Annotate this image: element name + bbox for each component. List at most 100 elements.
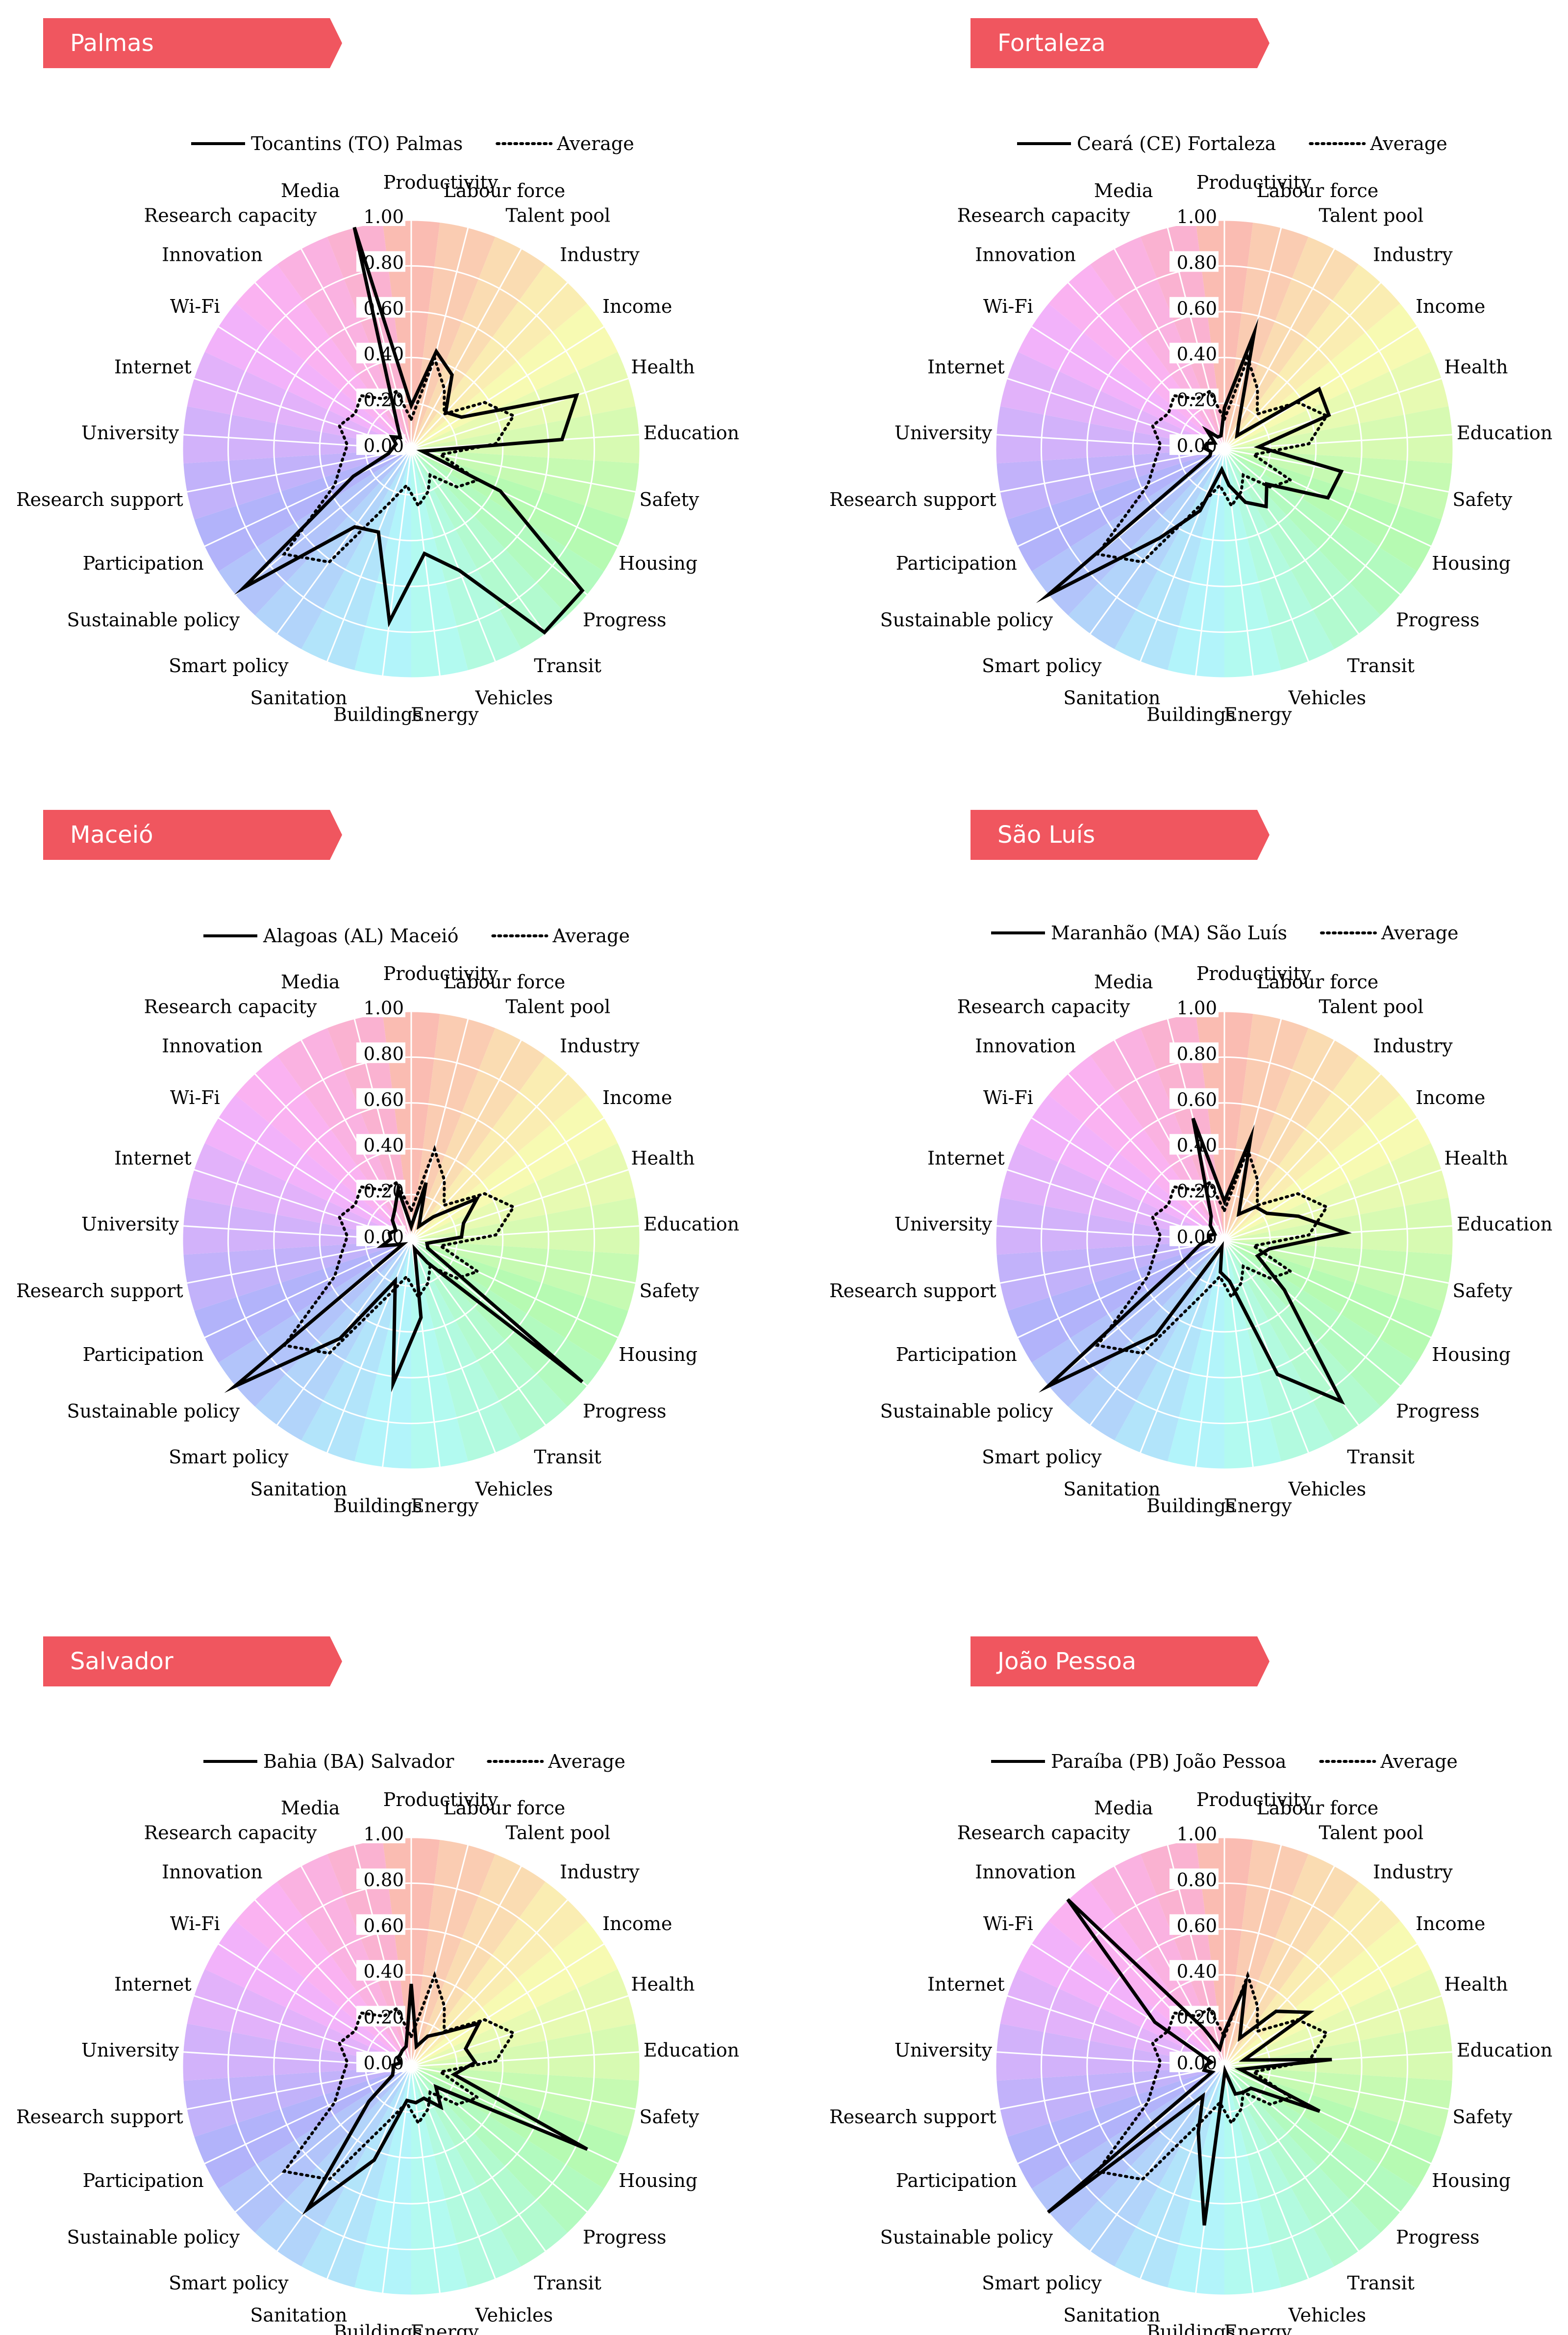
axis-label: Participation (83, 1344, 204, 1365)
axis-label: Income (602, 1087, 672, 1108)
axis-label: Innovation (975, 1861, 1076, 1883)
axis-label: Education (644, 1213, 739, 1235)
axis-sector (1006, 1240, 1224, 1363)
axis-label: Buildings (333, 1495, 422, 1517)
tick-label: 0.80 (364, 252, 404, 273)
axis-label: Education (644, 422, 739, 444)
axis-label: Income (602, 296, 672, 317)
axis-sector (411, 449, 522, 671)
tick-label-bg (356, 1960, 405, 1981)
axis-sector (411, 1240, 469, 1469)
axis-sector (411, 1240, 640, 1311)
tick-label: 0.60 (1177, 1089, 1217, 1110)
grid-spoke (411, 2065, 637, 2110)
axis-sector (1017, 1920, 1224, 2066)
radar-chart: João Pessoa Paraíba (PB) João Pessoa Avera… (829, 1636, 1552, 2335)
axis-sector (411, 1240, 522, 1462)
legend-label-city: Bahia (BA) Salvador (263, 1751, 454, 1772)
axis-label: Energy (1224, 704, 1292, 726)
axis-label: Smart policy (982, 655, 1102, 677)
axis-label: Health (631, 1148, 695, 1169)
axis-sector (193, 449, 411, 572)
axis-sector (204, 1094, 411, 1240)
grid-spoke (1224, 2051, 1453, 2067)
axis-sector (411, 2066, 568, 2267)
axis-sector (182, 449, 411, 520)
axis-label: Labour force (444, 971, 566, 993)
axis-label: Energy (411, 1495, 479, 1517)
axis-label: Vehicles (1288, 1479, 1367, 1500)
grid-spoke (411, 1117, 605, 1241)
tick-label: 1.00 (364, 998, 404, 1019)
axis-label: Media (281, 1797, 340, 1819)
axis-label: Internet (927, 1148, 1005, 1169)
axis-sector (1224, 1240, 1335, 1462)
grid-spoke (999, 2065, 1225, 2110)
grid-spoke (1030, 1117, 1225, 1241)
tick-label-bg (356, 1823, 405, 1843)
series-city (234, 226, 585, 635)
grid-spoke (1224, 377, 1443, 450)
axis-sector (411, 222, 496, 449)
grid-spoke (411, 377, 629, 450)
grid-spoke (217, 1943, 412, 2067)
axis-label: Education (1457, 1213, 1552, 1235)
axis-label: Wi-Fi (170, 1087, 220, 1108)
tick-label-bg (1170, 1914, 1219, 1935)
axis-sector (1224, 1839, 1309, 2066)
axis-label: Education (1457, 2039, 1552, 2061)
axis-label: Research capacity (144, 996, 317, 1017)
axis-label: Research support (16, 489, 183, 510)
axis-label: Talent pool (506, 204, 611, 226)
grid-spoke (203, 2065, 412, 2165)
grid-spoke (1223, 2066, 1254, 2294)
axis-label: Energy (411, 2321, 479, 2335)
axis-label: Income (602, 1913, 672, 1934)
tick-label-bg (1170, 1868, 1219, 1889)
chart-title: Maceió (70, 821, 153, 849)
axis-label: Safety (639, 489, 699, 510)
axis-label: Progress (583, 1400, 667, 1422)
axis-label: Transit (534, 655, 601, 677)
axis-sector (411, 449, 469, 678)
axis-label: Innovation (162, 1035, 263, 1057)
grid-spoke (1223, 1899, 1382, 2067)
axis-label: Research capacity (957, 204, 1130, 226)
axis-label: Participation (83, 2170, 204, 2191)
axis-label: Housing (1432, 552, 1511, 574)
grid-spoke (1223, 449, 1310, 662)
grid-spoke (410, 1240, 497, 1454)
axis-label: Talent pool (506, 1822, 611, 1843)
chart-title: Fortaleza (997, 29, 1106, 57)
tick-label: 0.20 (1177, 390, 1217, 411)
axis-label: Safety (1452, 1280, 1513, 1302)
grid-spoke (1223, 1039, 1336, 1241)
legend-label-average: Average (552, 925, 630, 947)
tick-label: 1.00 (1177, 1824, 1217, 1845)
tick-label: 0.80 (364, 1043, 404, 1064)
grid-spoke (234, 448, 412, 596)
grid-spoke (1067, 1899, 1225, 2067)
grid-spoke (999, 1239, 1225, 1284)
axis-label: Sanitation (250, 687, 347, 709)
axis-sector (411, 1240, 629, 1363)
grid-spoke (410, 1073, 569, 1241)
axis-sector (1224, 1094, 1432, 1240)
grid-spoke (326, 1240, 412, 1454)
axis-label: Education (644, 2039, 739, 2061)
grid-spoke (1067, 281, 1225, 450)
axis-sector (1224, 2066, 1335, 2288)
axis-label: Productivity (1196, 1789, 1312, 1810)
tick-label-bg (356, 1914, 405, 1935)
grid-spoke (1224, 1239, 1450, 1284)
tick-label: 0.40 (1177, 1961, 1217, 1982)
grid-spoke (254, 1899, 412, 2067)
axis-label: Research support (829, 2106, 996, 2128)
axis-label: Sustainable policy (880, 1400, 1053, 1422)
axis-sector (411, 449, 568, 650)
axis-label: Housing (619, 2170, 697, 2191)
axis-label: Housing (1432, 2170, 1511, 2191)
axis-label: Research capacity (144, 1822, 317, 1843)
axis-label: Participation (896, 2170, 1017, 2191)
